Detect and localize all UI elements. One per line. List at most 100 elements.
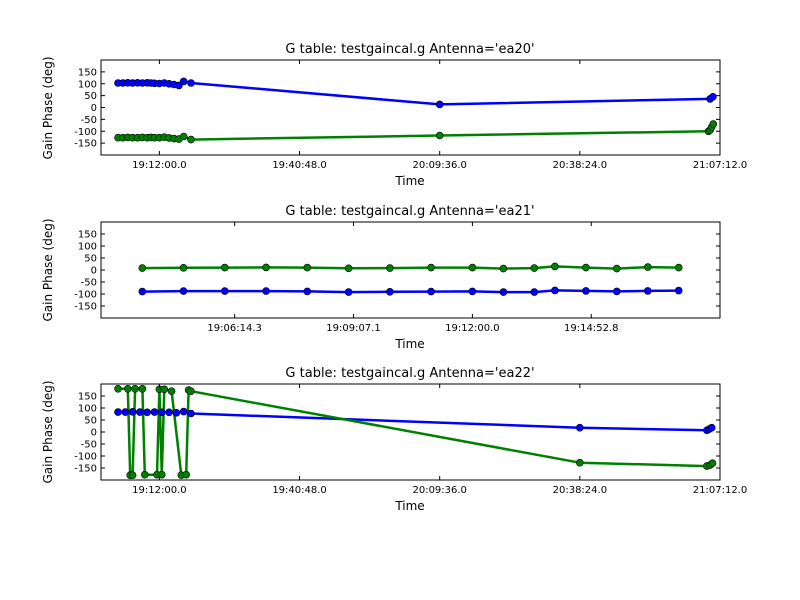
data-point (179, 132, 188, 141)
x-axis-label: Time (394, 499, 424, 513)
y-tick-label: 50 (84, 254, 97, 265)
y-axis-label: Gain Phase (deg) (41, 218, 55, 321)
x-tick-label: 20:38:24.0 (553, 485, 607, 496)
y-tick-label: 50 (84, 91, 97, 102)
data-point (303, 287, 312, 296)
subplot-title: G table: testgaincal.g Antenna='ea20' (285, 42, 534, 57)
data-point (499, 288, 508, 296)
x-tick-label: 21:07:12.0 (693, 485, 747, 496)
data-point (114, 408, 122, 416)
y-axis-label: Gain Phase (deg) (41, 56, 55, 159)
x-tick-label: 21:07:12.0 (693, 160, 747, 171)
data-point (114, 384, 122, 393)
series-line-0 (142, 289, 679, 294)
x-tick-label: 20:09:36.0 (412, 485, 466, 496)
data-point (160, 385, 169, 394)
x-tick-label: 20:38:24.0 (553, 160, 607, 171)
y-tick-label: 50 (84, 416, 97, 427)
data-point (386, 287, 394, 296)
y-axis-label: Gain Phase (deg) (41, 380, 55, 483)
data-point (179, 263, 188, 272)
subplot-ea20: G table: testgaincal.g Antenna='ea20' Ti… (41, 42, 747, 188)
x-tick-label: 19:40:48.0 (272, 160, 326, 171)
data-point (262, 263, 270, 272)
data-point (643, 287, 652, 295)
x-tick-label: 20:09:36.0 (412, 160, 466, 171)
data-point (187, 79, 195, 87)
data-point (143, 408, 151, 417)
data-point (150, 408, 159, 416)
data-point (707, 423, 716, 432)
y-tick-label: -50 (81, 440, 97, 451)
y-tick-label: -50 (81, 278, 97, 289)
y-tick-label: 150 (78, 67, 97, 78)
data-point (582, 263, 590, 272)
data-point (344, 264, 353, 273)
y-tick-label: -100 (74, 452, 97, 463)
data-point (136, 408, 144, 416)
data-point (167, 387, 176, 396)
data-point (138, 384, 147, 393)
data-point (182, 470, 190, 479)
data-point (158, 470, 166, 479)
x-tick-label: 19:06:14.3 (207, 323, 261, 334)
y-tick-label: 150 (78, 392, 97, 403)
data-point (530, 288, 539, 296)
data-point (138, 287, 147, 296)
y-tick-label: -100 (74, 127, 97, 138)
data-point (172, 408, 181, 417)
data-point (141, 470, 149, 479)
series-line-1 (142, 265, 679, 270)
data-point (427, 263, 435, 272)
data-point (128, 471, 137, 480)
subplot-title: G table: testgaincal.g Antenna='ea21' (285, 204, 534, 219)
data-point (179, 77, 188, 86)
data-point (221, 263, 229, 272)
data-point (468, 263, 477, 272)
x-tick-label: 19:12:00.0 (132, 485, 186, 496)
x-axis-label: Time (394, 174, 424, 188)
y-tick-label: -50 (81, 115, 97, 126)
data-point (575, 458, 584, 467)
data-point (187, 409, 195, 418)
x-axis-label: Time (394, 337, 424, 351)
y-tick-label: -150 (74, 139, 97, 150)
data-point (468, 287, 477, 296)
data-point (435, 100, 444, 109)
data-point (303, 263, 312, 272)
data-point (124, 384, 132, 393)
data-point (582, 287, 590, 295)
data-point (221, 287, 229, 295)
subplot-ea22: G table: testgaincal.g Antenna='ea22' Ti… (41, 366, 747, 513)
data-point (165, 408, 173, 417)
data-point (551, 262, 559, 271)
series-line-1 (118, 387, 714, 477)
x-tick-label: 19:09:07.1 (326, 323, 380, 334)
data-point (131, 384, 139, 393)
subplot-title: G table: testgaincal.g Antenna='ea22' (285, 366, 534, 381)
data-point (179, 287, 188, 295)
data-point (674, 286, 683, 295)
data-point (643, 263, 652, 271)
y-tick-label: 100 (78, 404, 97, 415)
data-point (187, 387, 195, 396)
y-tick-label: 0 (91, 266, 97, 277)
y-tick-label: 0 (91, 103, 97, 114)
data-point (158, 408, 166, 417)
data-point (262, 287, 270, 295)
data-point (435, 131, 444, 140)
data-point (427, 287, 435, 296)
data-point (612, 264, 621, 273)
y-tick-label: 100 (78, 242, 97, 253)
data-point (530, 264, 539, 272)
x-tick-label: 19:12:00.0 (132, 160, 186, 171)
y-tick-label: -150 (74, 302, 97, 313)
data-point (708, 459, 717, 468)
data-point (709, 93, 717, 101)
y-tick-label: -100 (74, 290, 97, 301)
subplot-ea21: G table: testgaincal.g Antenna='ea21' Ti… (41, 204, 721, 351)
data-point (138, 264, 147, 272)
data-point (612, 287, 621, 296)
x-tick-label: 19:40:48.0 (272, 485, 326, 496)
